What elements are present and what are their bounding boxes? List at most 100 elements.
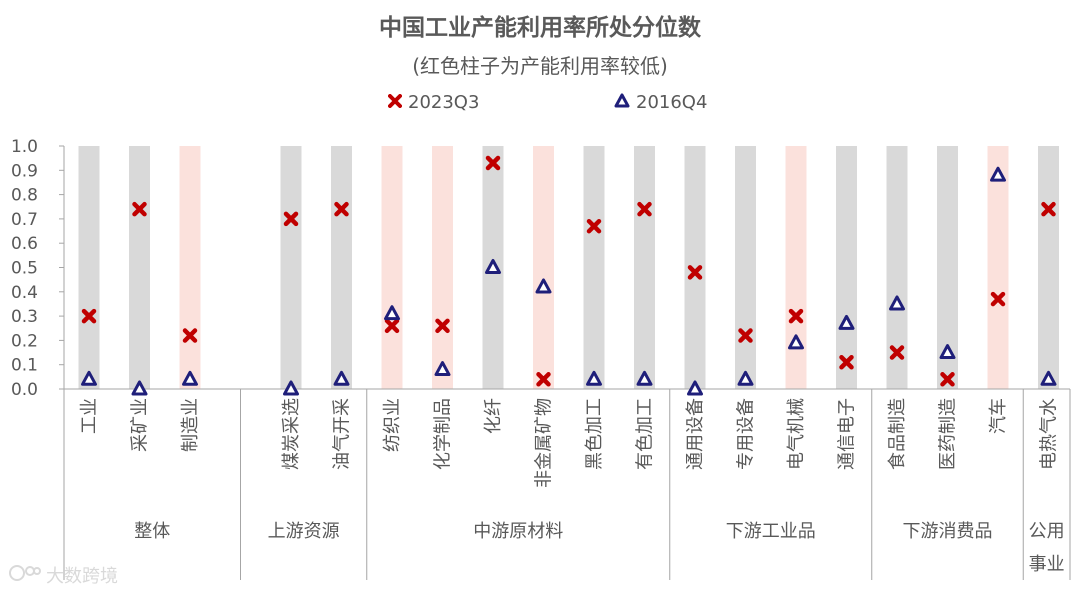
category-column [280, 146, 302, 389]
category-label: 工业 [79, 398, 100, 434]
group-label: 中游原材料 [473, 521, 563, 542]
point-2023q3 [1041, 201, 1056, 217]
category-label: 化学制品 [433, 398, 454, 470]
point-2016q4 [636, 370, 653, 386]
category-label: 通信电子 [837, 398, 858, 470]
y-tick-label: 0.6 [11, 234, 38, 254]
category-label: 煤炭采选 [281, 398, 302, 470]
y-tick-label: 0.5 [11, 259, 38, 279]
category-column [886, 146, 908, 389]
point-2016q4 [1040, 370, 1057, 386]
y-tick-label: 0.8 [11, 186, 38, 206]
point-2023q3 [586, 218, 602, 234]
category-column [785, 146, 807, 389]
point-2023q3 [940, 372, 955, 387]
category-label: 医药制造 [938, 398, 959, 470]
point-2023q3 [738, 328, 753, 343]
legend-item-2016q4: 2016Q4 [614, 92, 707, 113]
triangle-marker-icon [614, 92, 630, 113]
point-2023q3 [283, 211, 299, 227]
point-2016q4 [838, 314, 855, 330]
watermark: 大数跨境 [8, 562, 118, 588]
category-label: 采矿业 [130, 398, 151, 452]
category-column [432, 146, 453, 389]
legend-label-2023q3: 2023Q3 [408, 92, 480, 113]
category-label: 专用设备 [736, 398, 757, 470]
point-2023q3 [536, 372, 551, 387]
category-label: 黑色加工 [584, 398, 605, 470]
point-2023q3 [637, 201, 652, 217]
legend-item-2023q3: 2023Q3 [388, 92, 479, 113]
category-label: 纺织业 [382, 398, 403, 452]
category-column [937, 146, 958, 389]
chart-subtitle: (红色柱子为产能利用率较低) [412, 54, 668, 78]
point-2016q4 [939, 344, 956, 360]
category-column [533, 146, 554, 389]
point-2023q3 [435, 318, 450, 334]
chart-title: 中国工业产能利用率所处分位数 [379, 15, 701, 41]
category-label: 制造业 [180, 398, 201, 452]
point-2023q3 [182, 328, 198, 343]
category-label: 汽车 [988, 398, 1009, 434]
point-2016q4 [283, 380, 299, 396]
group-label: 下游工业品 [726, 521, 816, 542]
category-column [381, 146, 403, 389]
category-label: 食品制造 [887, 398, 908, 470]
point-2023q3 [889, 345, 905, 360]
category-column [583, 146, 605, 389]
y-tick-label: 0.0 [11, 380, 38, 400]
point-2016q4 [788, 334, 804, 350]
category-label: 有色加工 [635, 398, 656, 470]
category-column [987, 146, 1009, 389]
point-2016q4 [131, 380, 148, 396]
category-label: 电气机械 [786, 398, 807, 470]
point-2016q4 [990, 166, 1006, 182]
point-2016q4 [182, 370, 198, 386]
group-label: 整体 [134, 521, 170, 542]
x-marker-icon [388, 92, 402, 113]
legend-label-2016q4: 2016Q4 [636, 92, 708, 113]
point-2016q4 [687, 380, 703, 396]
point-2023q3 [687, 265, 703, 280]
y-tick-label: 0.9 [11, 161, 38, 181]
y-tick-label: 0.1 [11, 356, 38, 376]
category-column [78, 146, 100, 389]
point-2016q4 [889, 295, 905, 311]
category-column [634, 146, 655, 389]
point-2016q4 [434, 361, 451, 377]
watermark-logo-icon [8, 563, 42, 588]
y-tick-label: 0.4 [11, 283, 38, 303]
category-label: 通用设备 [685, 398, 706, 470]
point-2023q3 [384, 318, 400, 334]
y-tick-label: 0.7 [11, 210, 38, 230]
point-2023q3 [132, 201, 147, 217]
point-2016q4 [737, 370, 754, 386]
point-2016q4 [485, 259, 501, 274]
point-2016q4 [333, 370, 350, 386]
group-label: 下游消费品 [903, 521, 993, 542]
category-label: 油气开采 [332, 398, 353, 470]
point-2023q3 [81, 308, 97, 324]
category-column [735, 146, 756, 389]
y-tick-label: 1.0 [11, 137, 38, 157]
category-column [129, 146, 150, 389]
watermark-text: 大数跨境 [46, 566, 118, 587]
point-2023q3 [839, 355, 854, 370]
group-label: 事业 [1029, 554, 1065, 575]
category-label: 电热气水 [1039, 398, 1060, 470]
point-2016q4 [535, 278, 552, 294]
point-2023q3 [485, 155, 501, 171]
category-column [684, 146, 706, 389]
y-tick-label: 0.2 [11, 331, 38, 351]
category-label: 非金属矿物 [534, 398, 555, 488]
point-2023q3 [788, 308, 804, 324]
point-2016q4 [384, 305, 400, 321]
point-2023q3 [990, 291, 1006, 307]
point-2016q4 [81, 370, 97, 386]
group-label: 上游资源 [268, 521, 340, 542]
group-label: 公用 [1029, 521, 1065, 542]
category-label: 化纤 [483, 398, 504, 434]
category-column [836, 146, 857, 389]
point-2023q3 [334, 201, 349, 217]
